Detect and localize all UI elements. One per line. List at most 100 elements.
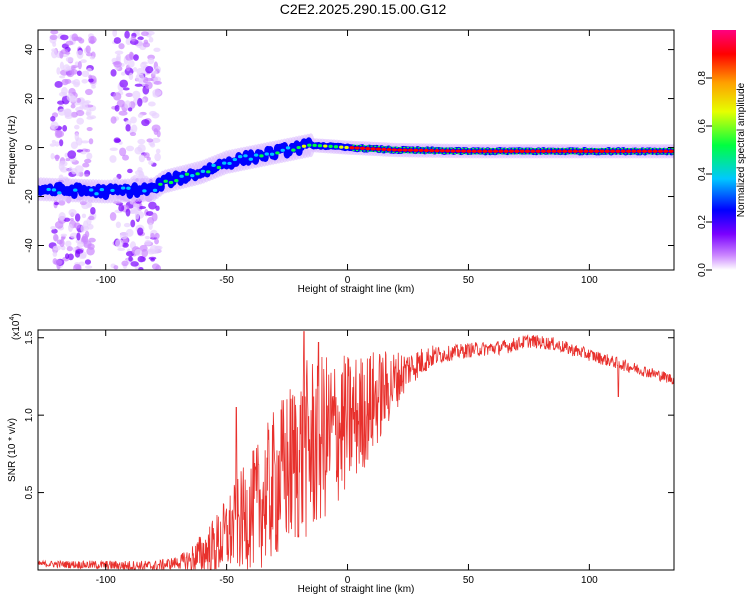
ridge-band-lower bbox=[439, 152, 442, 154]
noise-speckle bbox=[114, 50, 124, 55]
ridge-band-lower bbox=[584, 153, 587, 155]
noise-speckle bbox=[112, 30, 118, 37]
ridge-band-lower bbox=[504, 153, 507, 155]
noise-speckle bbox=[129, 132, 137, 137]
noise-speckle bbox=[155, 148, 161, 154]
ridge-intensity-blob bbox=[455, 149, 461, 153]
noise-speckle bbox=[86, 116, 94, 120]
ridge-band-upper bbox=[385, 146, 388, 148]
noise-speckle bbox=[130, 35, 136, 42]
ridge-band-upper bbox=[577, 148, 580, 150]
ridge-intensity-blob bbox=[498, 149, 504, 153]
snr-x-tick-label: 100 bbox=[581, 575, 598, 586]
ridge-band-lower bbox=[649, 153, 653, 155]
ridge-band-upper bbox=[388, 146, 391, 148]
ridge-band-lower bbox=[548, 153, 551, 155]
ridge-band-upper bbox=[432, 147, 435, 149]
ridge-band-upper bbox=[657, 148, 660, 150]
noise-speckle bbox=[56, 67, 61, 75]
noise-speckle bbox=[58, 160, 68, 167]
ridge-intensity-blob bbox=[439, 149, 445, 153]
noise-speckle bbox=[77, 241, 85, 248]
noise-speckle bbox=[71, 66, 76, 70]
noise-speckle bbox=[142, 42, 151, 48]
ridge-band-lower bbox=[424, 152, 428, 154]
noise-speckle bbox=[149, 142, 156, 148]
noise-speckle bbox=[81, 104, 89, 109]
colorbar-tick-label: 0.8 bbox=[697, 71, 708, 85]
ridge-band-upper bbox=[548, 148, 551, 150]
ridge-intensity-blob bbox=[83, 191, 89, 196]
noise-speckle bbox=[119, 232, 128, 240]
noise-speckle bbox=[137, 36, 144, 41]
ridge-intensity-blob bbox=[339, 145, 344, 149]
noise-speckle bbox=[134, 211, 140, 220]
noise-speckle bbox=[88, 202, 93, 208]
ridge-intensity-blob bbox=[375, 147, 382, 151]
ridge-band-lower bbox=[577, 153, 580, 155]
noise-speckle bbox=[130, 219, 136, 228]
noise-speckle bbox=[50, 116, 56, 122]
ridge-band-upper bbox=[635, 148, 638, 150]
snr-y-tick-label: 1.5 bbox=[24, 330, 35, 344]
ridge-band-lower bbox=[580, 153, 584, 155]
ridge-band-lower bbox=[464, 153, 468, 155]
ridge-intensity-blob bbox=[312, 143, 317, 147]
noise-speckle bbox=[80, 224, 86, 233]
ridge-intensity-blob bbox=[450, 149, 456, 153]
noise-speckle bbox=[74, 250, 81, 258]
noise-speckle bbox=[118, 43, 125, 50]
ridge-band-lower bbox=[414, 152, 417, 154]
noise-speckle bbox=[143, 152, 150, 159]
ridge-band-upper bbox=[446, 147, 449, 149]
ridge-band-upper bbox=[363, 145, 366, 147]
noise-speckle bbox=[84, 265, 93, 269]
noise-speckle bbox=[110, 116, 117, 124]
ridge-band-lower bbox=[573, 153, 576, 155]
ridge-band-lower bbox=[646, 153, 649, 155]
noise-speckle bbox=[59, 50, 64, 59]
noise-speckle bbox=[52, 233, 59, 242]
ridge-band-lower bbox=[638, 153, 642, 155]
ridge-band-upper bbox=[671, 148, 674, 150]
ridge-intensity-blob bbox=[200, 169, 206, 173]
noise-speckle bbox=[138, 267, 144, 270]
noise-speckle bbox=[152, 89, 162, 97]
ridge-band-upper bbox=[617, 148, 620, 150]
snr-y-multiplier: (x104) bbox=[9, 313, 22, 340]
ridge-band-lower bbox=[570, 153, 573, 155]
ridge-band-lower bbox=[501, 153, 504, 155]
noise-speckle bbox=[114, 138, 122, 143]
ridge-intensity-blob bbox=[370, 147, 376, 151]
spectrogram-panel: -100 -50 0 50 100 -40 -20 0 20 40 Height of strai… bbox=[7, 29, 675, 295]
noise-speckle bbox=[71, 167, 78, 175]
ridge-band-upper bbox=[356, 144, 359, 146]
noise-speckle bbox=[122, 154, 129, 161]
noise-speckle bbox=[125, 38, 132, 46]
noise-speckle bbox=[82, 236, 87, 243]
ridge-intensity-blob bbox=[195, 172, 200, 176]
noise-speckle bbox=[76, 117, 85, 125]
noise-speckle bbox=[119, 79, 129, 88]
ridge-intensity-blob bbox=[136, 188, 142, 192]
ridge-band-upper bbox=[631, 148, 634, 150]
ridge-intensity-blob bbox=[285, 146, 291, 150]
noise-speckle bbox=[154, 153, 161, 162]
ridge-band-lower bbox=[628, 153, 631, 155]
ridge-band-lower bbox=[406, 152, 409, 154]
noise-speckle bbox=[64, 114, 73, 119]
noise-speckle bbox=[76, 36, 83, 42]
ridge-band-upper bbox=[443, 147, 446, 149]
noise-speckle bbox=[49, 143, 56, 147]
ridge-intensity-blob bbox=[519, 149, 525, 153]
ridge-intensity-blob bbox=[594, 149, 600, 153]
noise-speckle bbox=[131, 124, 138, 133]
ridge-band-lower bbox=[395, 152, 399, 154]
ridge-intensity-blob bbox=[248, 157, 254, 161]
ridge-band-upper bbox=[562, 148, 565, 150]
noise-speckle bbox=[51, 49, 58, 59]
ridge-intensity-blob bbox=[179, 174, 184, 178]
noise-speckle bbox=[86, 108, 92, 118]
noise-speckle bbox=[151, 137, 161, 144]
noise-speckle bbox=[65, 240, 72, 248]
